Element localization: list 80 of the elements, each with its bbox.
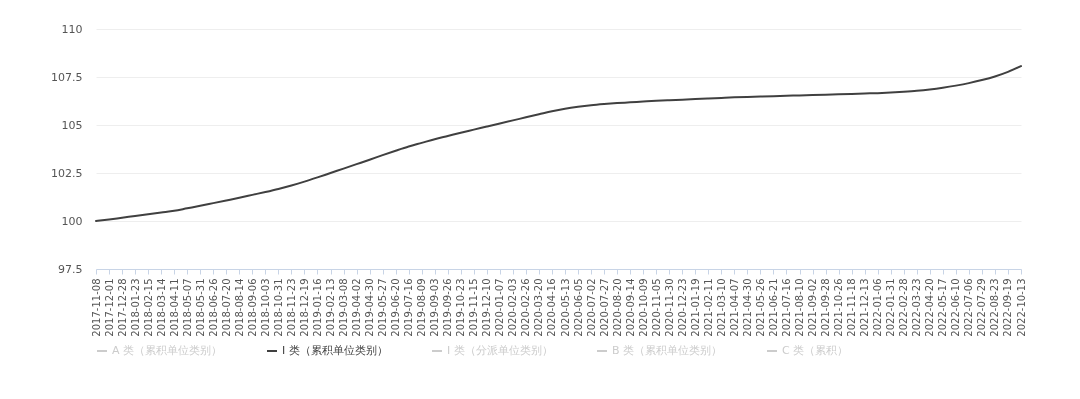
x-tick-label: 2018-01-23 [129,278,141,337]
x-tick-label: 2019-04-30 [364,278,376,337]
x-tick-label: 2018-03-14 [155,278,167,337]
x-tick-label: 2020-10-09 [637,278,649,337]
x-tick-label: 2019-02-13 [325,278,337,337]
x-tick-label: 2019-09-26 [442,278,454,337]
x-tick-label: 2021-09-28 [820,278,832,337]
x-tick-label: 2022-01-06 [872,278,884,337]
x-tick-label: 2019-04-02 [351,278,363,337]
x-tick-label: 2018-12-19 [298,278,310,337]
x-tick-label: 2022-08-23 [989,278,1001,337]
x-tick-label: 2018-07-20 [220,278,232,337]
x-tick-label: 2022-03-23 [911,278,923,337]
x-tick-label: 2021-07-16 [780,278,792,337]
x-tick-label: 2021-11-18 [846,278,858,337]
x-tick-label: 2020-07-27 [598,278,610,337]
x-tick-label: 2020-09-14 [624,278,636,337]
x-tick-label: 2020-01-07 [494,278,506,337]
x-tick-label: 2022-06-10 [950,278,962,337]
line-series [95,65,1022,222]
x-tick-label: 2022-01-31 [885,278,897,337]
x-tick-label: 2021-09-02 [807,278,819,337]
x-tick-label: 2022-05-17 [937,278,949,337]
x-tick-label: 2019-03-08 [338,278,350,337]
x-tick-label: 2018-10-31 [272,278,284,337]
x-tick-label: 2022-07-29 [976,278,988,337]
x-tick-label: 2020-11-05 [650,278,662,337]
y-tick-label: 102.5 [51,166,83,180]
x-tick-label: 2019-08-09 [416,278,428,337]
x-tick-label: 2018-11-23 [285,278,297,337]
x-tick-label: 2020-02-26 [520,278,532,337]
x-tick-label: 2018-10-03 [259,278,271,337]
x-tick-label: 2019-10-23 [455,278,467,337]
x-tick-label: 2022-09-19 [1002,278,1014,337]
x-tick-label: 2021-12-13 [859,278,871,337]
x-tick-label: 2018-04-11 [168,278,180,337]
x-tick-label: 2020-05-13 [559,278,571,337]
x-tick-label: 2020-11-30 [663,278,675,337]
x-tick-label: 2021-01-19 [689,278,701,337]
x-tick-label: 2020-02-03 [507,278,519,337]
x-tick-label: 2018-02-15 [142,278,154,337]
x-tick-label: 2018-06-26 [207,278,219,337]
x-tick-label: 2021-03-10 [715,278,727,337]
x-tick-label: 2018-08-14 [233,278,245,337]
y-tick-label: 100 [61,214,83,228]
x-tick-label: 2018-05-07 [181,278,193,337]
y-tick-label: 107.5 [51,70,83,84]
x-tick-label: 2020-07-02 [585,278,597,337]
x-tick-label: 2019-01-16 [311,278,323,337]
legend-label: I 类（累积单位类别） [282,344,388,357]
x-tick-label: 2018-09-06 [246,278,258,337]
x-tick-label: 2019-12-10 [481,278,493,337]
x-tick-label: 2019-09-03 [429,278,441,337]
x-tick-label: 2021-04-30 [741,278,753,337]
x-tick-label: 2018-05-31 [194,278,206,337]
x-tick-label: 2021-08-10 [794,278,806,337]
x-tick-label: 2019-06-20 [390,278,402,337]
x-tick-label: 2019-07-16 [403,278,415,337]
x-tick-label: 2017-11-08 [90,278,102,337]
x-tick-label: 2019-05-27 [377,278,389,337]
x-tick-label: 2021-05-26 [754,278,766,337]
x-tick-label: 2022-10-13 [1015,278,1027,337]
x-tick-label: 2022-02-28 [898,278,910,337]
x-tick-label: 2020-06-05 [572,278,584,337]
x-tick-label: 2017-12-01 [103,278,115,337]
x-tick-label: 2021-02-11 [702,278,714,337]
x-tick-label: 2021-06-21 [767,278,779,337]
x-tick-label: 2020-12-23 [676,278,688,337]
y-tick-label: 105 [61,118,83,132]
x-tick-label: 2022-04-20 [924,278,936,337]
x-tick-label: 2021-04-07 [728,278,740,337]
y-tick-label: 97.5 [58,262,83,276]
x-tick-label: 2019-11-15 [468,278,480,337]
x-tick-label: 2022-07-06 [963,278,975,337]
x-tick-label: 2020-03-20 [533,278,545,337]
y-tick-label: 110 [61,22,83,36]
x-tick-label: 2020-08-20 [611,278,623,337]
x-tick-label: 2017-12-28 [116,278,128,337]
x-tick-label: 2021-10-26 [833,278,845,337]
x-tick-label: 2020-04-16 [546,278,558,337]
